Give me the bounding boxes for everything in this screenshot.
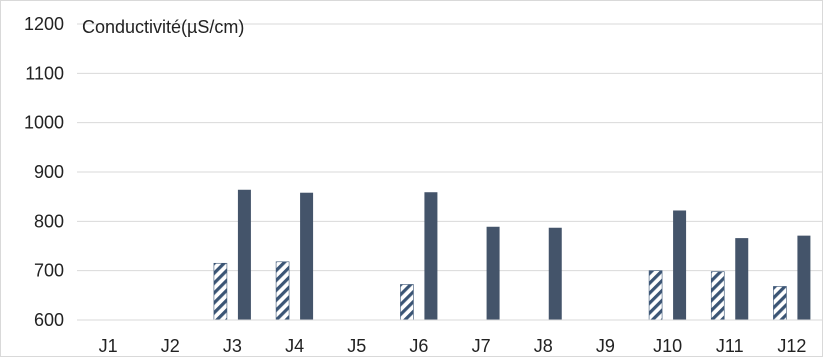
y-tick-label: 1000 [24,113,64,133]
bar-solid [673,210,687,320]
y-tick-label: 600 [34,310,64,330]
y-tick-label: 700 [34,261,64,281]
bar-hatched [275,261,290,321]
x-tick-label: J4 [285,336,304,356]
bar-solid [486,226,500,320]
bar-hatched [773,286,787,321]
x-tick-label: J12 [777,336,806,356]
y-tick-label: 1100 [25,63,64,83]
x-tick-label: J9 [596,336,615,356]
bar-hatched [400,284,414,321]
x-tick-label: J8 [534,336,553,356]
bar-solid [237,189,251,320]
x-tick-label: J1 [99,336,118,356]
x-tick-label: J3 [223,336,242,356]
chart-title: Conductivité(µS/cm) [82,17,244,37]
x-tick-label: J2 [161,336,180,356]
axis: 600 700 800 900 1000 1100 1200 J1 J2 J3 J4 J5 J6 J7 J8… [24,14,823,356]
bar-solid [548,227,562,320]
bars [213,189,811,321]
bar-solid [424,192,438,320]
bar-solid [797,235,811,320]
y-tick-label: 1200 [24,14,64,34]
bar-hatched [648,270,663,321]
bar-hatched [710,271,725,321]
y-tick-label: 900 [34,162,64,182]
x-tick-label: J6 [409,336,428,356]
x-tick-label: J11 [716,336,744,356]
bar-solid [300,192,314,320]
x-tick-label: J10 [653,336,682,356]
y-tick-label: 800 [34,211,64,231]
bar-hatched [213,262,228,321]
x-tick-label: J5 [347,336,366,356]
bar-solid [735,238,749,320]
x-tick-label: J7 [472,336,491,356]
